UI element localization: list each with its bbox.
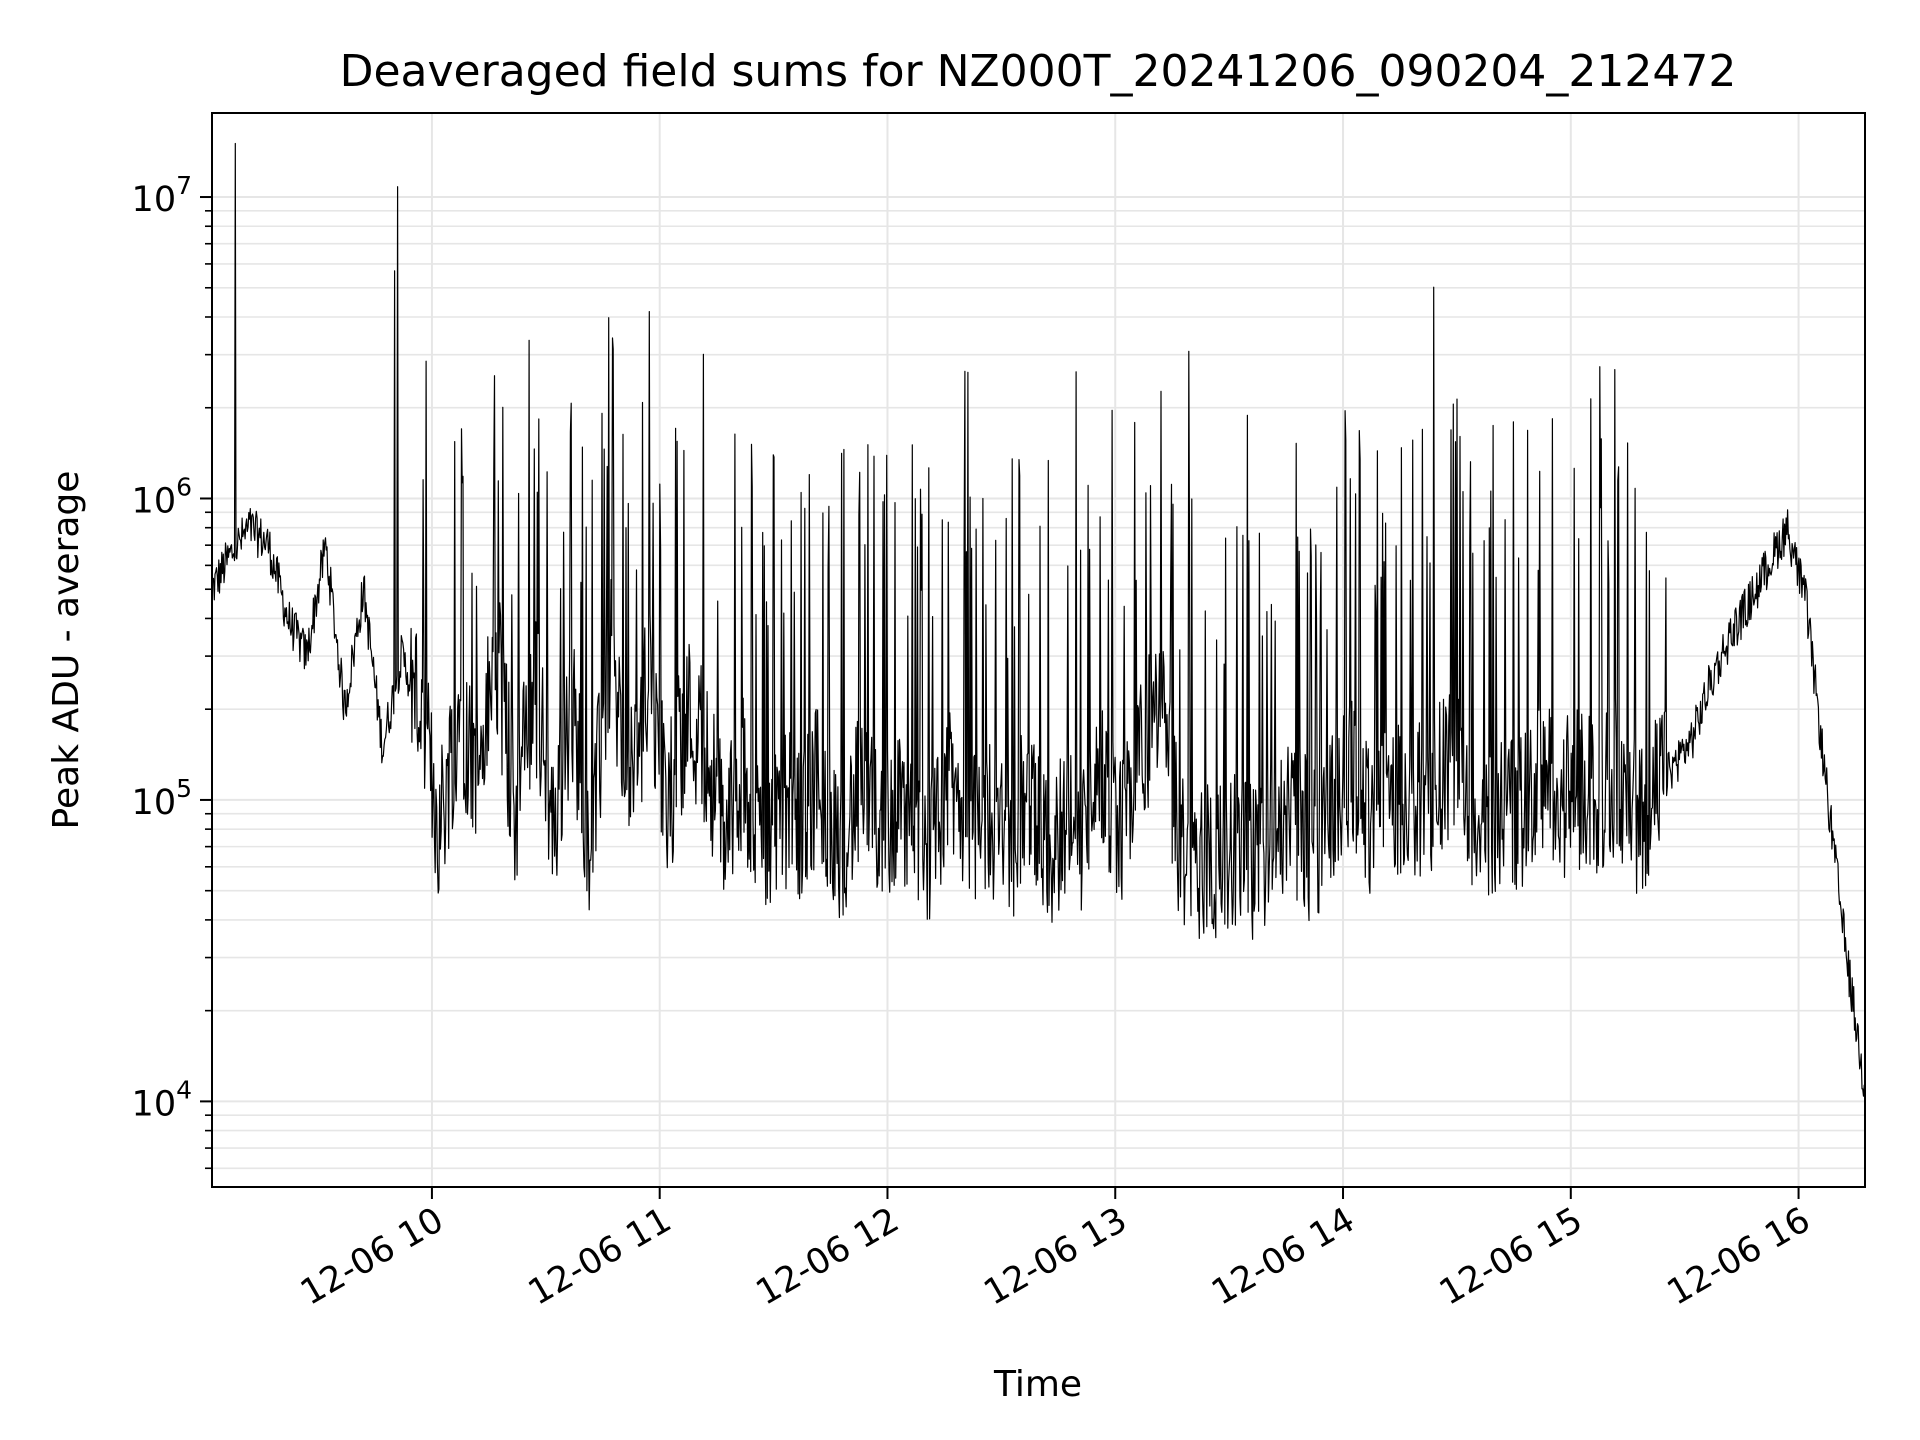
y-tick-label: 106 <box>132 472 192 521</box>
x-axis-label: Time <box>993 1364 1082 1405</box>
plot-frame <box>211 112 1866 1188</box>
grid <box>212 113 1865 1187</box>
y-tick-label: 105 <box>132 774 192 823</box>
series-line <box>212 142 1865 1097</box>
y-tick-label: 107 <box>132 171 192 220</box>
y-axis: 104 105 106 107 <box>132 171 212 1170</box>
y-axis-label: Peak ADU - average <box>46 471 87 830</box>
y-tick-label: 104 <box>132 1075 192 1124</box>
chart-title: Deaveraged field sums for NZ000T_2024120… <box>340 46 1737 97</box>
